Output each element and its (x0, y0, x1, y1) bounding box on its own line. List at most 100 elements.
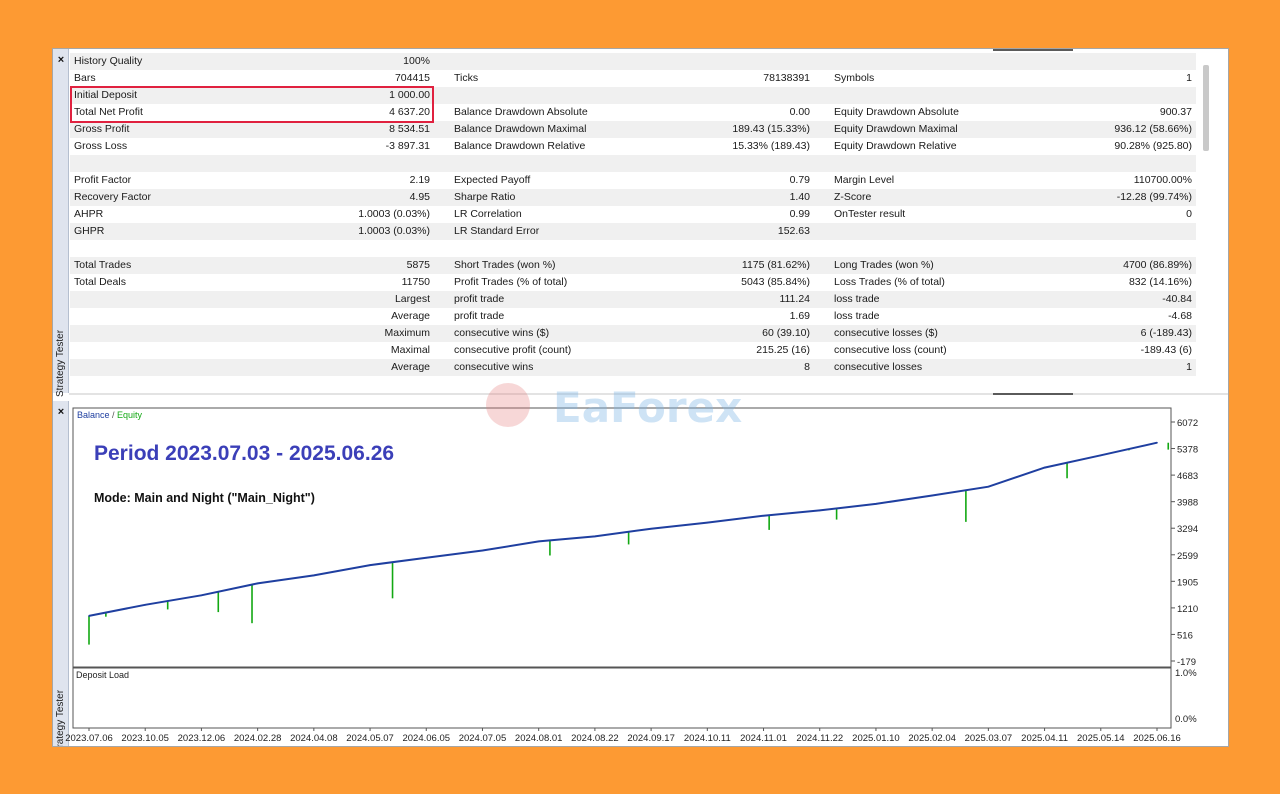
x-tick-label: 2023.10.05 (121, 733, 169, 744)
legend-equity: Equity (117, 410, 143, 420)
report-value: 832 (14.16%) (1128, 276, 1192, 288)
report-row: Initial Deposit 1 000.00 (70, 87, 1196, 104)
report-value: 1.0003 (0.03%) (358, 208, 430, 220)
report-label: Bars (74, 72, 96, 84)
chart-legend: Balance / Equity (77, 410, 143, 420)
report-label: Gross Profit (74, 123, 130, 135)
balance-point (313, 574, 315, 577)
x-tick-label: 2025.04.11 (1021, 733, 1068, 744)
report-label: Profit Factor (74, 174, 132, 186)
report-row: History Quality 100% (70, 53, 1196, 70)
close-icon[interactable]: × (57, 54, 65, 66)
balance-point (256, 582, 259, 585)
balance-point (425, 557, 428, 559)
x-tick-label: 2024.07.05 (459, 733, 507, 744)
report-label: consecutive loss (count) (834, 344, 947, 356)
report-label: GHPR (74, 225, 105, 237)
report-label: Equity Drawdown Maximal (834, 123, 958, 135)
report-row: GHPR 1.0003 (0.03%) LR Standard Error 152.6… (70, 223, 1196, 240)
report-row: Average consecutive wins 8 consecutive loss… (70, 359, 1196, 376)
report-label: profit trade (454, 310, 505, 322)
report-value: 5875 (406, 259, 430, 271)
report-row: Total Trades 5875 Short Trades (won %) 1175… (70, 257, 1196, 274)
report-row: Maximal consecutive profit (count) 215.25 … (70, 342, 1196, 359)
chart-close-icon[interactable]: × (57, 406, 65, 418)
x-tick-label: 2025.03.07 (965, 733, 1013, 744)
report-label: Ticks (454, 72, 479, 84)
main-plot-area (72, 407, 1172, 668)
report-value: 100% (403, 55, 430, 67)
report-value: -40.84 (1162, 293, 1192, 305)
report-value: Maximum (384, 327, 430, 339)
report-label: Balance Drawdown Relative (454, 140, 586, 152)
y-tick-label: 3988 (1177, 498, 1198, 509)
report-label: LR Correlation (454, 208, 522, 220)
y-tick-label: 6072 (1177, 418, 1198, 429)
legend-balance: Balance (77, 410, 110, 420)
x-tick-label: 2024.02.28 (234, 733, 282, 744)
report-value: 1.40 (789, 191, 810, 203)
report-value: 1175 (81.62%) (741, 259, 810, 271)
report-value: 1 (1186, 361, 1192, 373)
deposit-y-tick-label: 1.0% (1175, 668, 1197, 679)
report-row: Total Net Profit 4 637.20 Balance Drawdown… (70, 104, 1196, 121)
report-value: 90.28% (925.80) (1114, 140, 1192, 152)
panel-splitter[interactable] (69, 393, 1228, 395)
balance-point (200, 594, 203, 597)
highlight-box (70, 86, 434, 123)
report-label: OnTester result (834, 208, 906, 220)
x-tick-label: 2025.01.10 (852, 733, 900, 744)
report-value: -4.68 (1168, 310, 1192, 322)
report-label: consecutive losses (834, 361, 923, 373)
legend-separator: / (110, 410, 118, 420)
deposit-load-area (72, 667, 1172, 729)
report-label: Z-Score (834, 191, 872, 203)
x-tick-label: 2024.05.07 (346, 733, 394, 744)
x-tick-label: 2024.08.01 (515, 733, 563, 744)
report-value: 0.99 (789, 208, 810, 220)
report-value: 704415 (394, 72, 430, 84)
report-value: 1 000.00 (389, 89, 430, 101)
report-value: 60 (39.10) (762, 327, 810, 339)
balance-equity-chart: EaForex 6072 5378 4683 3988 3294 2599 1905 1210 5… (65, 383, 1198, 744)
report-value: 0.79 (789, 174, 810, 186)
report-value: 111.24 (779, 293, 810, 305)
top-splitter-grip[interactable] (993, 49, 1073, 51)
report-row: Gross Loss -3 897.31 Balance Drawdown Rela… (70, 138, 1196, 155)
report-label: Sharpe Ratio (454, 191, 516, 203)
x-tick-label: 2024.04.08 (290, 733, 338, 744)
report-value: 215.25 (16) (756, 344, 810, 356)
splitter-grip[interactable] (993, 393, 1073, 395)
balance-point (987, 485, 990, 488)
report-label: AHPR (74, 208, 104, 220)
report-value: Largest (394, 293, 430, 305)
report-label: Recovery Factor (74, 191, 152, 203)
report-value: -12.28 (99.74%) (1116, 191, 1192, 203)
mode-annotation: Mode: Main and Night ("Main_Night") (94, 491, 315, 505)
balance-point (594, 535, 596, 538)
balance-point (1156, 441, 1158, 444)
report-label: Initial Deposit (74, 89, 138, 101)
balance-point (88, 615, 90, 617)
watermark-text: EaForex (553, 383, 742, 432)
balance-point (706, 521, 709, 524)
balance-point (931, 494, 933, 497)
y-tick-label: 5378 (1177, 445, 1198, 456)
report-value: 11750 (401, 276, 430, 288)
balance-point (537, 540, 540, 543)
chart-side-strip: × Strategy Tester (53, 401, 69, 746)
report-row: Average profit trade 1.69 loss trade -4.68 (70, 308, 1196, 325)
report-row: Total Deals 11750 Profit Trades (% of tota… (70, 274, 1196, 291)
report-scrollbar[interactable] (1203, 65, 1209, 151)
report-value: 8 (804, 361, 810, 373)
y-tick-label: 1210 (1177, 604, 1198, 615)
x-tick-label: 2023.07.06 (65, 733, 113, 744)
balance-point (369, 564, 371, 566)
report-value: 900.37 (1159, 106, 1192, 118)
y-tick-label: -179 (1177, 657, 1196, 668)
report-value: 0.00 (789, 106, 810, 118)
report-row: Recovery Factor 4.95 Sharpe Ratio 1.40 Z-Sco… (70, 189, 1196, 206)
report-value: -189.43 (6) (1140, 344, 1192, 356)
report-row: Bars 704415 Ticks 78138391 Symbols 1 (70, 70, 1196, 87)
x-tick-label: 2024.11.01 (740, 733, 787, 744)
